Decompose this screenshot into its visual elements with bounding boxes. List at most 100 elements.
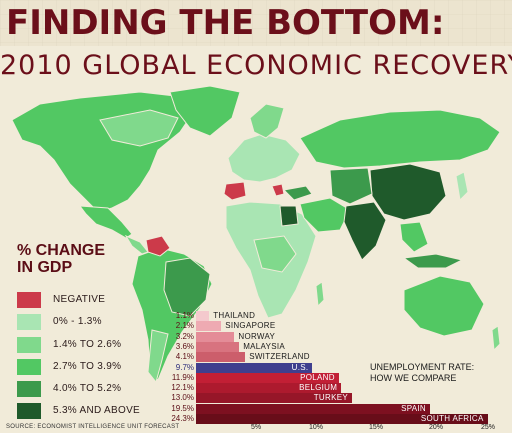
bar-category-label: SINGAPORE (225, 321, 276, 331)
source-note: SOURCE: ECONOMIST INTELLIGENCE UNIT FORE… (6, 424, 180, 430)
bar (196, 383, 342, 394)
bar-category-label: MALAYSIA (243, 341, 286, 351)
map-new-zealand (491, 325, 501, 352)
map-indonesia (402, 253, 464, 269)
map-argentina (147, 329, 169, 384)
legend-label: 5.3% AND ABOVE (53, 405, 141, 416)
map-japan (455, 171, 469, 202)
bar-category-label: SPAIN (401, 403, 426, 413)
bar (196, 403, 430, 414)
bar-value-label: 4.1% (175, 352, 194, 362)
legend-label: 1.4% TO 2.6% (53, 339, 122, 350)
map-greenland (169, 85, 241, 137)
title-band: FINDING THE BOTTOM: (0, 0, 512, 46)
legend-title-line1: % CHANGE (17, 242, 106, 259)
bar (196, 311, 210, 321)
legend-label: 0% - 1.3% (53, 316, 102, 327)
map-venezuela (145, 235, 171, 257)
bar-row: 19.5% SPAIN (166, 403, 496, 414)
bar-value-label: 19.5% (171, 403, 194, 413)
x-tick-label: 15% (368, 424, 383, 431)
bar (196, 362, 313, 373)
map-brazil (163, 257, 211, 317)
legend-item-2-7-3-9: 2.7% TO 3.9% (17, 359, 207, 381)
map-spain (223, 181, 247, 201)
unemployment-title: UNEMPLOYMENT RATE: HOW WE COMPARE (370, 362, 474, 384)
bar-category-label: BELGIUM (299, 383, 338, 393)
bar-row: 9.7% U.S. (166, 362, 496, 373)
bar-value-label: 12.1% (171, 383, 194, 393)
bar-value-label: 13.0% (171, 393, 194, 403)
title-texture (0, 0, 512, 46)
legend-item-1-4-2-6: 1.4% TO 2.6% (17, 337, 207, 359)
map-australia (403, 275, 485, 337)
bar-category-label: SWITZERLAND (249, 352, 310, 362)
legend-swatch (17, 403, 41, 419)
bar-value-label: 1.1% (175, 311, 194, 320)
legend-label: 4.0% TO 5.2% (53, 383, 122, 394)
bar (196, 393, 352, 404)
bar-category-label: SOUTH AFRICA (420, 414, 484, 423)
bar (196, 331, 235, 342)
map-turkey (282, 185, 313, 201)
bar-category-label: TURKEY (313, 393, 348, 403)
bar-value-label: 24.3% (171, 414, 194, 423)
bar-row: 3.2% NORWAY (166, 331, 496, 342)
map-scandinavia (249, 103, 285, 139)
legend-item-4-0-5-2: 4.0% TO 5.2% (17, 381, 207, 403)
bar-row: 13.0% TURKEY (166, 393, 496, 404)
bar (196, 414, 488, 424)
map-greece (271, 183, 285, 197)
legend-swatch (17, 381, 41, 397)
bar-value-label: 9.7% (175, 362, 194, 372)
bar-value-label: 2.1% (175, 321, 194, 331)
bar (196, 341, 240, 352)
bar-row: 24.3% SOUTH AFRICA (166, 414, 496, 424)
bar-row: 3.6% MALAYSIA (166, 341, 496, 352)
bar (196, 321, 222, 332)
bar-value-label: 11.9% (171, 372, 194, 382)
map-madagascar (315, 281, 325, 308)
legend-item-5-3-above: 5.3% AND ABOVE (17, 403, 207, 425)
unemployment-title-line2: HOW WE COMPARE (370, 373, 457, 383)
legend-swatch (17, 292, 41, 308)
map-mexico (78, 205, 133, 239)
map-central-africa (253, 235, 297, 273)
map-europe (227, 133, 301, 183)
bar-category-label: THAILAND (213, 311, 256, 320)
legend-title-line2: IN GDP (17, 259, 73, 276)
map-russia (299, 109, 501, 169)
legend-label: NEGATIVE (53, 294, 106, 305)
map-middle-east (299, 197, 351, 233)
map-southeast-asia (399, 221, 429, 253)
map-central-asia (329, 167, 373, 205)
bar (196, 372, 339, 383)
x-tick-label: 5% (250, 424, 262, 431)
bar-category-label: POLAND (300, 372, 335, 382)
bar-value-label: 3.2% (175, 331, 194, 341)
bar-category-label: NORWAY (238, 331, 276, 341)
legend-swatch (17, 337, 41, 353)
bar-value-label: 3.6% (175, 341, 194, 351)
map-canada-east (99, 109, 179, 147)
legend-item-0-1-3: 0% - 1.3% (17, 314, 207, 336)
legend-swatch (17, 314, 41, 330)
x-tick-label: 10% (308, 424, 323, 431)
bar (196, 352, 246, 363)
map-china (369, 163, 447, 221)
legend-label: 2.7% TO 3.9% (53, 361, 122, 372)
legend-title: % CHANGE IN GDP (17, 242, 105, 276)
bar-category-label: U.S. (291, 362, 309, 372)
x-tick-label: 25% (480, 424, 495, 431)
page-subtitle: 2010 GLOBAL ECONOMIC RECOVERY (0, 50, 512, 81)
bar-row: 12.1% BELGIUM (166, 383, 496, 394)
x-tick-label: 20% (428, 424, 443, 431)
bar-row: 11.9% POLAND (166, 372, 496, 383)
unemployment-title-line1: UNEMPLOYMENT RATE: (370, 362, 475, 372)
legend-swatch (17, 359, 41, 375)
legend-item-negative: NEGATIVE (17, 292, 207, 314)
page-title: FINDING THE BOTTOM: (6, 3, 445, 43)
map-india (343, 201, 387, 261)
